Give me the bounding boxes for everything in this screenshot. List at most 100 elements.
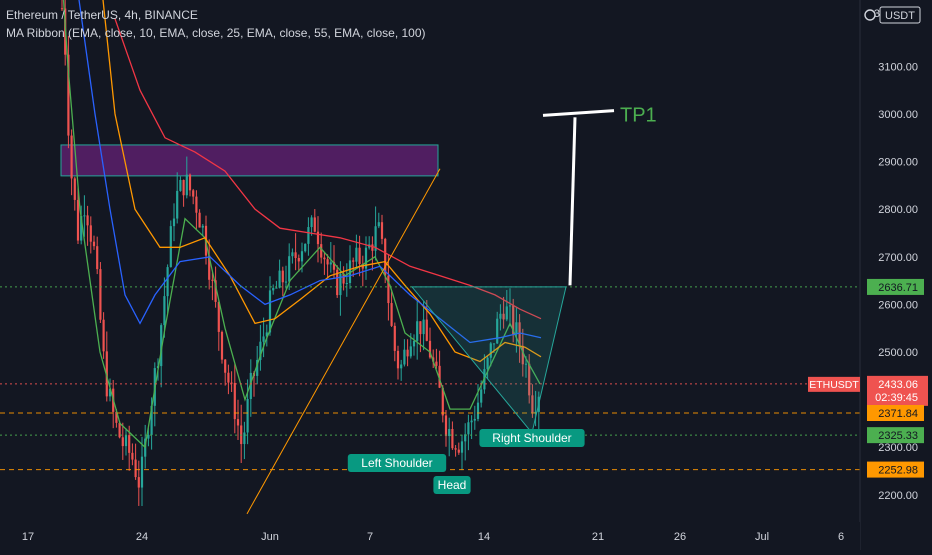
time-axis	[0, 522, 860, 550]
candle-body	[80, 216, 83, 241]
candle	[412, 334, 416, 356]
candle	[528, 354, 531, 404]
candle-body	[492, 343, 496, 345]
candle	[131, 443, 134, 466]
candle-body	[438, 365, 441, 388]
time-tick: 6	[838, 531, 844, 543]
price-tick: 3000.00	[878, 109, 918, 121]
candle-body	[476, 402, 480, 419]
candle	[128, 425, 131, 471]
candle-body	[278, 270, 281, 288]
candle-body	[121, 437, 124, 447]
candle	[188, 173, 192, 197]
candle-body	[272, 288, 275, 291]
time-tick: Jul	[755, 531, 769, 543]
time-tick: 7	[367, 531, 373, 543]
candle-body	[307, 227, 310, 244]
candle	[332, 245, 336, 279]
time-tick: 24	[136, 531, 148, 543]
candle	[179, 176, 182, 192]
price-tick: 2300.00	[878, 442, 918, 454]
candle-body	[316, 231, 320, 245]
indicator-legend: MA Ribbon (EMA, close, 10, EMA, close, 2…	[6, 26, 426, 40]
candle-body	[464, 434, 467, 442]
candle-body	[217, 301, 220, 332]
candle-body	[489, 343, 492, 358]
candle	[323, 252, 326, 275]
candle-body	[259, 341, 262, 360]
level-price-text: 2252.98	[878, 465, 918, 477]
candle-body	[176, 190, 179, 219]
candle-body	[230, 382, 233, 384]
candle	[147, 427, 150, 447]
candle	[377, 212, 380, 229]
time-tick: 26	[674, 531, 686, 543]
candle-body	[211, 279, 214, 281]
candle	[457, 442, 460, 455]
candle-body	[425, 319, 428, 341]
candle-body	[534, 411, 537, 413]
candle	[419, 321, 422, 353]
candle	[441, 385, 444, 423]
trendline	[246, 168, 441, 515]
candle	[329, 242, 332, 273]
time-tick: 14	[478, 531, 490, 543]
candle-body	[166, 267, 169, 297]
candle	[448, 417, 451, 457]
candle	[243, 421, 246, 460]
level-price-box	[867, 405, 924, 422]
candle-body	[163, 296, 166, 326]
candle-body	[524, 363, 528, 365]
level-price-text: 2636.71	[878, 282, 918, 294]
candle-body	[115, 411, 118, 423]
candle	[336, 265, 339, 298]
target-line	[568, 117, 577, 286]
candle-body	[380, 222, 384, 239]
candle	[486, 355, 489, 379]
time-tick: 17	[22, 531, 34, 543]
currency-selector[interactable]: USDT	[862, 6, 924, 24]
candle-body	[528, 363, 531, 396]
candle-body	[502, 313, 505, 320]
candle-body	[374, 226, 377, 251]
candle-body	[275, 287, 278, 289]
candle-body	[291, 252, 294, 257]
ema10-line	[62, 0, 541, 449]
candle	[160, 323, 163, 388]
right-shoulder-label-box	[479, 429, 585, 447]
candle-body	[179, 179, 182, 191]
candle-body	[134, 459, 137, 478]
candle	[272, 284, 275, 295]
candle	[416, 300, 419, 360]
symbol-tag	[808, 376, 860, 392]
candle-body	[105, 351, 108, 397]
candle-body	[505, 306, 508, 320]
candle-body	[422, 319, 425, 335]
candle	[502, 296, 505, 329]
candle	[236, 399, 240, 440]
candle	[83, 195, 86, 237]
candle	[99, 262, 102, 324]
candle	[374, 206, 377, 261]
candle	[278, 259, 281, 289]
candle	[460, 434, 464, 471]
candle-body	[364, 247, 368, 269]
candle-body	[508, 305, 512, 307]
candle	[249, 359, 252, 417]
ema55-line	[78, 0, 542, 344]
candle	[185, 156, 188, 199]
candle-body	[409, 346, 412, 357]
candle	[364, 236, 368, 280]
candle	[233, 363, 236, 434]
price-axis	[860, 0, 932, 550]
candle-body	[284, 281, 288, 283]
candle	[371, 236, 374, 271]
candle-body	[435, 361, 438, 366]
candle-body	[214, 280, 217, 302]
candle-body	[83, 215, 86, 217]
candle	[195, 190, 198, 230]
candle	[451, 421, 454, 450]
candle-body	[451, 428, 454, 449]
